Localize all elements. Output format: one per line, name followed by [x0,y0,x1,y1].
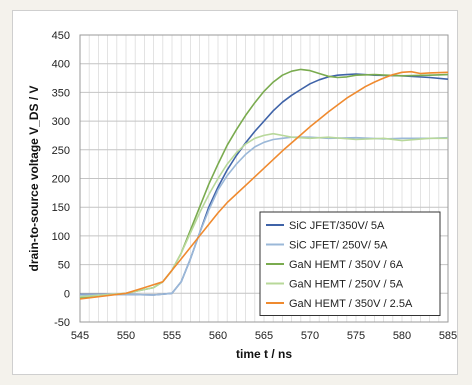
x-axis-label: time t / ns [236,347,292,361]
y-tick-label: 400 [52,59,70,71]
x-tick-label: 555 [163,330,181,342]
x-tick-label: 545 [71,330,89,342]
x-tick-label: 565 [255,330,273,342]
y-tick-label: 300 [52,116,70,128]
legend-entry-label: GaN HEMT / 350V / 6A [289,259,404,271]
legend-box [259,211,441,316]
legend-entry-label: GaN HEMT / 350V / 2.5A [289,298,413,310]
y-tick-label: 150 [52,202,70,214]
x-tick-label: 570 [301,330,319,342]
x-tick-label: 550 [117,330,135,342]
y-tick-label: -50 [54,317,70,329]
x-tick-label: 585 [439,330,457,342]
plot-area-border [79,34,449,323]
y-tick-label: 350 [52,87,70,99]
series-line-2 [79,136,449,296]
x-tick-label: 560 [209,330,227,342]
y-tick-label: 250 [52,145,70,157]
legend-entry-label: SiC JFET/ 250V/ 5A [289,240,388,252]
y-tick-label: 450 [52,30,70,42]
y-tick-label: 50 [58,260,70,272]
y-axis-label: drain-to-source voltage V_DS / V [27,85,41,271]
y-tick-label: 100 [52,231,70,243]
y-tick-label: 0 [64,288,70,300]
series-line-5 [79,70,449,300]
y-tick-label: 200 [52,174,70,186]
legend: SiC JFET/350V/ 5A SiC JFET/ 250V/ 5A GaN H… [259,211,441,316]
legend-entry-label: SiC JFET/350V/ 5A [289,220,385,232]
x-tick-label: 580 [393,330,411,342]
legend-entry-label: GaN HEMT / 250V / 5A [289,279,404,291]
x-tick-label: 575 [347,330,365,342]
tick-labels: -50 0 50 100 150 200 250 300 350 400 450 545 550 555 5… [52,30,458,342]
series-lines [79,68,449,300]
